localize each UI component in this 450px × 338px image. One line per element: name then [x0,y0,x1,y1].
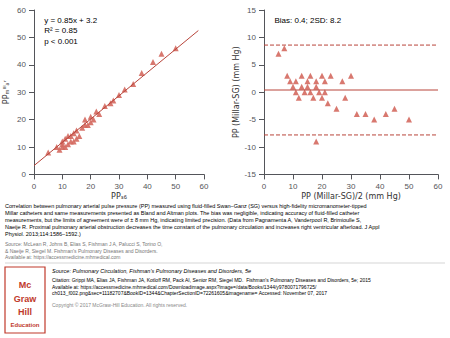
svg-text:10: 10 [58,182,67,191]
svg-text:0: 0 [262,182,267,191]
svg-text:Education: Education [10,322,39,328]
svg-text:Millar catheters and same meas: Millar catheters and same measurements p… [5,210,359,216]
svg-text:Citation: Grippi MA, Elias JA,: Citation: Grippi MA, Elias JA, Fishman J… [52,277,371,283]
svg-text:10: 10 [17,143,26,152]
svg-text:& Naeije R, Siegel M. Fishman': & Naeije R, Siegel M. Fishman's Pulmonar… [5,248,158,254]
svg-text:60: 60 [434,182,443,191]
svg-text:Physiol. 2013;114:1586–1592.): Physiol. 2013;114:1586–1592.) [5,231,81,237]
svg-text:PPₛ₆: PPₛ₆ [111,192,127,201]
svg-text:-5: -5 [249,115,257,124]
svg-text:PPₘᴵˡˡₐʳ: PPₘᴵˡˡₐʳ [2,79,11,104]
svg-text:-10: -10 [244,143,256,152]
svg-text:40: 40 [143,182,152,191]
svg-text:50: 50 [171,182,180,191]
svg-text:R² = 0.85: R² = 0.85 [44,26,78,35]
svg-text:15: 15 [247,6,256,15]
svg-text:Naeije R. Proximal pulmonary a: Naeije R. Proximal pulmonary arterial ob… [5,224,380,230]
svg-text:PP (Millar-SG)/2 (mm Hg): PP (Millar-SG)/2 (mm Hg) [301,192,401,201]
svg-text:measurements, but the limits o: measurements, but the limits of agreemen… [5,217,362,223]
svg-text:Graw: Graw [14,294,38,304]
svg-text:20: 20 [86,182,95,191]
svg-text:Correlation between pulmonary: Correlation between pulmonary arterial p… [5,203,367,209]
svg-text:60: 60 [17,6,26,15]
svg-text:Source: Pulmonary Circulation,: Source: Pulmonary Circulation, Fishman's… [52,268,251,274]
svg-text:0: 0 [252,88,257,97]
svg-text:PP (Millar-SG) (mm Hg): PP (Millar-SG) (mm Hg) [232,46,241,138]
svg-text:40: 40 [17,60,26,69]
svg-text:5: 5 [252,60,257,69]
svg-text:30: 30 [115,182,124,191]
svg-text:50: 50 [405,182,414,191]
svg-text:40: 40 [376,182,385,191]
svg-text:Available at: https://accessme: Available at: https://accessmedicine.mhm… [5,254,121,260]
svg-text:Mc: Mc [19,280,32,290]
svg-text:30: 30 [17,88,26,97]
svg-text:Available at: https://accessme: Available at: https://accessmedicine.mhm… [52,284,317,290]
svg-text:20: 20 [318,182,327,191]
svg-text:0: 0 [32,182,37,191]
svg-text:30: 30 [347,182,356,191]
svg-text:10: 10 [289,182,298,191]
svg-text:Copyright © 2017 McGraw-Hill E: Copyright © 2017 McGraw-Hill Education. … [52,302,187,308]
svg-text:ch013_f002.png&sec=11182707&Bo: ch013_f002.png&sec=11182707&BookID=1344&… [52,290,327,296]
svg-text:y = 0.85x + 3.2: y = 0.85x + 3.2 [44,16,97,25]
svg-text:60: 60 [200,182,209,191]
svg-text:-15: -15 [244,170,256,179]
svg-text:50: 50 [17,33,26,42]
svg-text:10: 10 [247,33,256,42]
svg-text:Source: McLean R, Johns B, Eli: Source: McLean R, Johns B, Elias S, Fish… [5,242,162,248]
svg-text:p < 0.001: p < 0.001 [44,37,78,46]
svg-text:20: 20 [17,115,26,124]
svg-text:Hill: Hill [18,307,32,317]
svg-text:0: 0 [22,170,27,179]
svg-text:Bias: 0.4; 2SD: 8.2: Bias: 0.4; 2SD: 8.2 [274,16,341,25]
